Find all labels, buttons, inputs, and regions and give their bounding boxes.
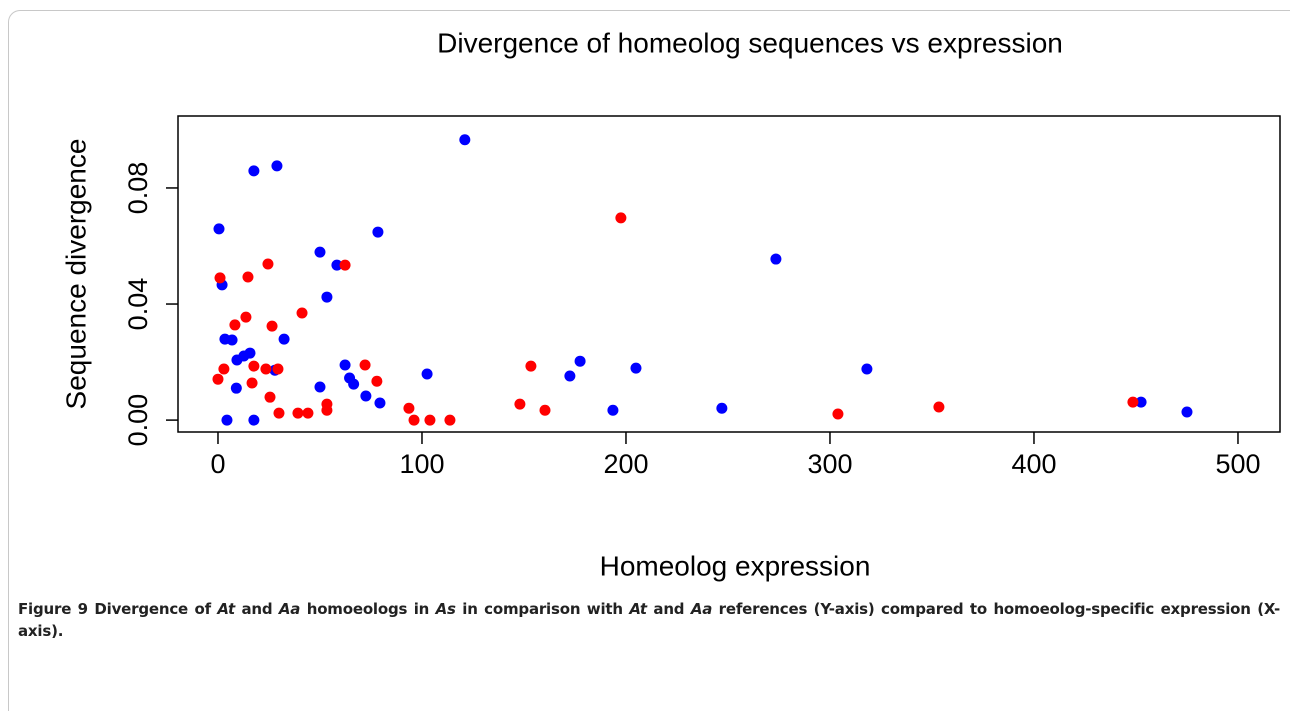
x-tick-label: 300	[807, 449, 852, 479]
chart-title: Divergence of homeolog sequences vs expr…	[437, 27, 1063, 58]
point	[278, 333, 290, 345]
point	[229, 319, 241, 331]
point	[296, 307, 308, 319]
point	[564, 370, 576, 382]
point	[262, 258, 274, 270]
chart: Divergence of homeolog sequences vs expr…	[60, 27, 1281, 581]
point	[302, 407, 314, 419]
point	[770, 253, 782, 265]
point	[226, 334, 238, 346]
point	[348, 378, 360, 390]
point	[221, 414, 233, 426]
point	[321, 291, 333, 303]
point	[248, 360, 260, 372]
point	[314, 381, 326, 393]
point	[339, 259, 351, 271]
point	[242, 271, 254, 283]
point	[630, 362, 642, 374]
point	[424, 414, 436, 426]
point	[214, 272, 226, 284]
caption-text: homoeologs in	[300, 600, 436, 618]
point	[525, 360, 537, 372]
point	[260, 363, 272, 375]
plot-box	[177, 115, 1281, 433]
point	[1127, 396, 1139, 408]
point	[1181, 406, 1193, 418]
point	[615, 212, 627, 224]
caption-text: and	[646, 600, 691, 618]
x-tick-label: 500	[1215, 449, 1260, 479]
point	[246, 377, 258, 389]
point	[360, 390, 372, 402]
caption-text: At	[629, 600, 647, 618]
caption-text: As	[435, 600, 456, 618]
point	[266, 320, 278, 332]
point	[271, 160, 283, 172]
point	[444, 414, 456, 426]
caption-text: in comparison with	[455, 600, 630, 618]
caption-text: Divergence of	[87, 600, 218, 618]
point	[933, 401, 945, 413]
x-tick-label: 400	[1011, 449, 1056, 479]
x-tick-label: 0	[210, 449, 225, 479]
point	[240, 311, 252, 323]
point	[212, 373, 224, 385]
point	[403, 402, 415, 414]
point	[374, 397, 386, 409]
point	[1135, 396, 1147, 408]
y-tick-label: 0.08	[123, 162, 153, 215]
caption-text: Aa	[278, 600, 301, 618]
caption-text: Aa	[690, 600, 713, 618]
x-tick-label: 200	[603, 449, 648, 479]
point	[539, 404, 551, 416]
point	[459, 134, 471, 146]
point	[514, 398, 526, 410]
point	[292, 407, 304, 419]
caption-text: and	[234, 600, 279, 618]
point	[273, 407, 285, 419]
point	[230, 382, 242, 394]
point	[264, 391, 276, 403]
point	[244, 347, 256, 359]
point	[331, 259, 343, 271]
point	[339, 359, 351, 371]
point	[716, 402, 728, 414]
caption-label: Figure 9	[18, 600, 88, 618]
y-axis-label: Sequence divergence	[60, 139, 91, 410]
point	[574, 355, 586, 367]
point	[607, 404, 619, 416]
caption-text: At	[217, 600, 235, 618]
point	[371, 375, 383, 387]
x-axis-label: Homeolog expression	[600, 550, 871, 581]
y-tick-label: 0.04	[123, 278, 153, 331]
page: {"chart_data": {"type": "scatter", "titl…	[8, 10, 1290, 711]
point	[832, 408, 844, 420]
point	[372, 226, 384, 238]
point	[248, 414, 260, 426]
figure-caption: Figure 9 Divergence of At and Aa homoeol…	[18, 598, 1280, 642]
point	[421, 368, 433, 380]
figure-frame	[8, 10, 1290, 711]
point	[408, 414, 420, 426]
point	[213, 223, 225, 235]
caption-text: references (Y-axis) compared to homoeolo…	[18, 600, 1281, 640]
point	[272, 363, 284, 375]
point	[861, 363, 873, 375]
point	[218, 363, 230, 375]
y-tick-label: 0.00	[123, 394, 153, 447]
point	[248, 165, 260, 177]
x-tick-label: 100	[399, 449, 444, 479]
point	[359, 359, 371, 371]
point	[314, 246, 326, 258]
point	[321, 404, 333, 416]
